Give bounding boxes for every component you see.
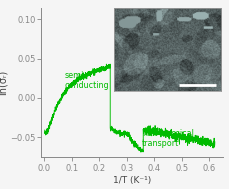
Y-axis label: ln(σᵣ): ln(σᵣ): [0, 70, 8, 95]
X-axis label: 1/T (K⁻¹): 1/T (K⁻¹): [113, 176, 151, 185]
Text: non-classical
transport: non-classical transport: [141, 129, 193, 149]
Text: semi-
conducting: semi- conducting: [65, 71, 109, 90]
